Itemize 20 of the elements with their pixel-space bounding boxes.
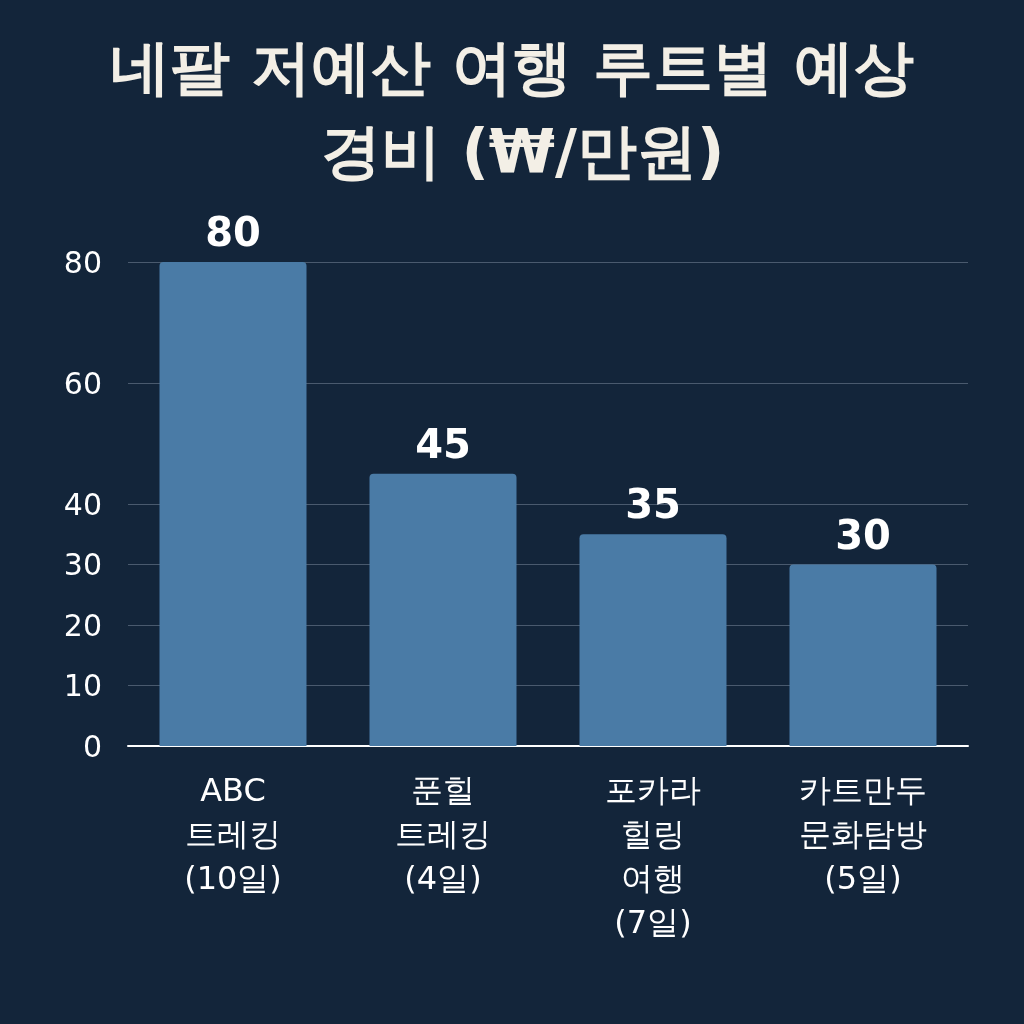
- x-tick-label: ABC 트레킹 (10일): [184, 771, 282, 897]
- y-tick-label: 60: [63, 365, 102, 401]
- bar: [789, 564, 937, 746]
- y-tick-label: 0: [82, 728, 102, 764]
- y-tick-label: 40: [63, 486, 102, 522]
- x-tick-label: 푼힐 트레킹 (4일): [395, 771, 491, 897]
- bar: [159, 262, 307, 746]
- x-tick-label: 포카라 힐링 여행 (7일): [605, 771, 701, 941]
- y-tick-label: 10: [63, 668, 102, 703]
- x-tick-label: 카트만두 문화탐방 (5일): [799, 771, 927, 897]
- data-label: 30: [835, 511, 891, 558]
- y-tick-label: 20: [63, 607, 102, 643]
- y-tick-label: 80: [63, 244, 102, 280]
- data-label: 80: [205, 209, 261, 255]
- bar: [579, 534, 727, 746]
- bar: [369, 473, 517, 746]
- y-tick-label: 30: [63, 547, 102, 582]
- data-label: 45: [415, 420, 471, 467]
- chart-title: 네팔 저예산 여행 루트별 예상 경비 (₩/만원): [110, 32, 914, 186]
- data-label: 35: [625, 481, 681, 528]
